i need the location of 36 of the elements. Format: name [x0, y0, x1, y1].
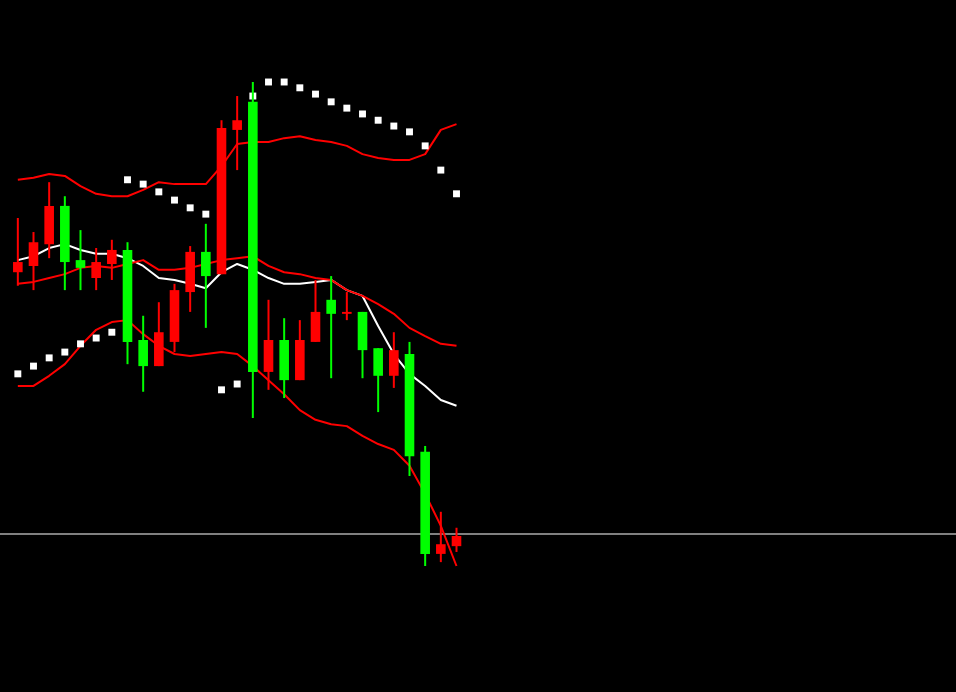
point — [14, 370, 22, 378]
candlestick — [201, 222, 211, 329]
candlestick — [389, 331, 399, 389]
candlestick — [373, 347, 383, 414]
point — [406, 128, 413, 136]
point — [453, 190, 460, 198]
candlestick — [44, 181, 54, 260]
point — [108, 328, 116, 336]
point — [421, 142, 429, 150]
point — [202, 210, 210, 218]
point — [390, 122, 398, 130]
point — [359, 110, 366, 118]
point — [218, 386, 225, 394]
point — [437, 166, 445, 174]
candlestick — [75, 229, 86, 292]
candlestick — [138, 314, 148, 393]
point — [296, 84, 304, 92]
point — [312, 90, 319, 98]
point — [343, 104, 351, 112]
point — [77, 340, 84, 348]
point — [186, 204, 194, 212]
point — [327, 98, 335, 106]
point — [124, 176, 131, 184]
candlestick — [342, 291, 352, 322]
candlestick — [279, 317, 289, 400]
candlestick — [326, 275, 336, 380]
point — [171, 196, 178, 204]
point — [155, 188, 163, 196]
point — [374, 116, 382, 124]
point — [139, 180, 147, 188]
point — [92, 334, 100, 342]
point — [61, 348, 69, 356]
point — [45, 354, 53, 362]
candlestick — [357, 310, 368, 380]
candlestick — [295, 319, 305, 382]
point — [30, 362, 37, 370]
